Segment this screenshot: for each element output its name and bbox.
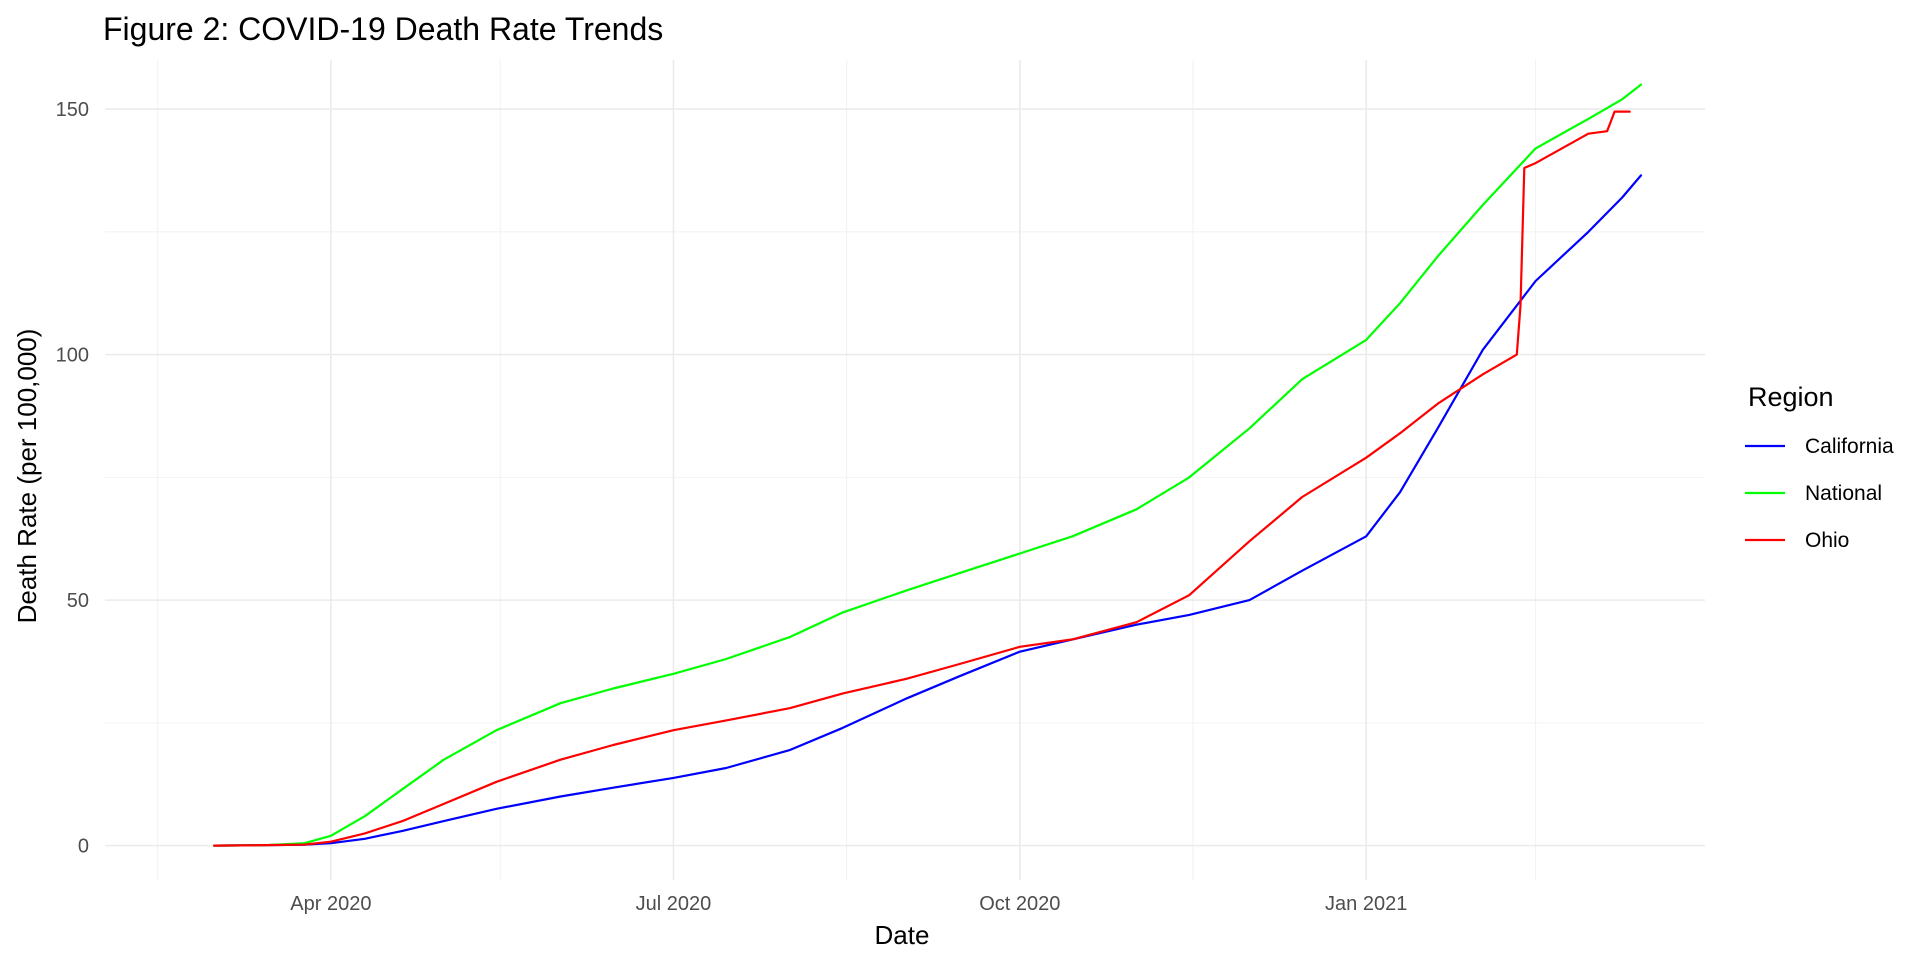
grid-lines bbox=[105, 60, 1705, 880]
legend-label-ohio: Ohio bbox=[1805, 529, 1849, 552]
series-lines bbox=[213, 83, 1643, 847]
chart-title: Figure 2: COVID-19 Death Rate Trends bbox=[103, 11, 663, 47]
y-axis-title: Death Rate (per 100,000) bbox=[12, 329, 42, 624]
legend-items: California National Ohio bbox=[1745, 435, 1894, 552]
x-tick-label: Jul 2020 bbox=[636, 893, 712, 915]
y-tick-label: 100 bbox=[56, 345, 89, 367]
legend-title: Region bbox=[1748, 382, 1834, 412]
series-line-ohio bbox=[213, 110, 1631, 847]
x-tick-label: Jan 2021 bbox=[1325, 893, 1407, 915]
x-axis-ticks: Apr 2020 Jul 2020 Oct 2020 Jan 2021 bbox=[290, 893, 1407, 915]
x-axis-title: Date bbox=[875, 920, 930, 950]
series-line-national bbox=[213, 83, 1643, 847]
y-tick-label: 150 bbox=[56, 99, 89, 121]
x-tick-label: Oct 2020 bbox=[979, 893, 1060, 915]
legend: Region California National Ohio bbox=[1745, 382, 1894, 552]
y-axis-ticks: 0 50 100 150 bbox=[56, 99, 89, 858]
x-tick-label: Apr 2020 bbox=[290, 893, 371, 915]
legend-label-california: California bbox=[1805, 435, 1894, 458]
series-line-california bbox=[213, 174, 1643, 847]
legend-label-national: National bbox=[1805, 482, 1882, 505]
y-tick-label: 50 bbox=[67, 590, 89, 612]
y-tick-label: 0 bbox=[78, 836, 89, 858]
